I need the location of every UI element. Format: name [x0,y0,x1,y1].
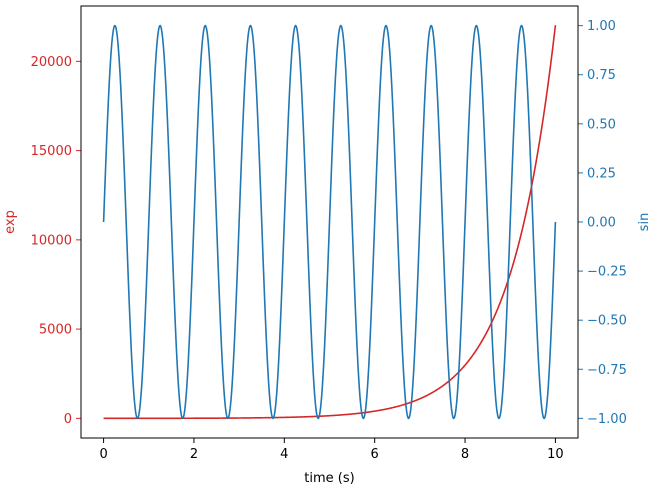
right-tick-label: −0.50 [587,314,627,329]
left-tick-label: 5000 [39,323,72,338]
right-axis-label: sin [637,213,652,232]
left-tick-label: 10000 [31,233,72,248]
right-tick-label: 1.00 [587,19,616,34]
right-tick-label: 0.50 [587,117,616,132]
left-tick-label: 0 [64,412,72,427]
x-tick-label: 8 [461,447,469,462]
left-tick-label: 20000 [31,55,72,70]
x-tick-label: 10 [547,447,564,462]
x-tick-label: 2 [190,447,198,462]
left-tick-label: 15000 [31,144,72,159]
x-tick-label: 4 [280,447,288,462]
right-tick-label: −0.25 [587,265,627,280]
plot-frame [80,5,579,439]
sin-series-line [102,24,557,420]
right-tick-label: −1.00 [587,412,627,427]
right-tick-label: 0.25 [587,166,616,181]
exp-series-line [103,25,557,420]
x-tick-label: 0 [99,447,107,462]
x-tick-label: 6 [371,447,379,462]
ticks-layer: 0 2 4 6 8 10 0 5000 10000 15000 20000 −1.00 −0.75 −0.… [31,19,627,462]
series-layer [102,24,557,420]
right-tick-label: 0.75 [587,68,616,83]
x-axis-label: time (s) [304,471,354,486]
right-tick-label: −0.75 [587,363,627,378]
right-tick-label: 0.00 [587,216,616,231]
left-axis-label: exp [3,210,18,234]
